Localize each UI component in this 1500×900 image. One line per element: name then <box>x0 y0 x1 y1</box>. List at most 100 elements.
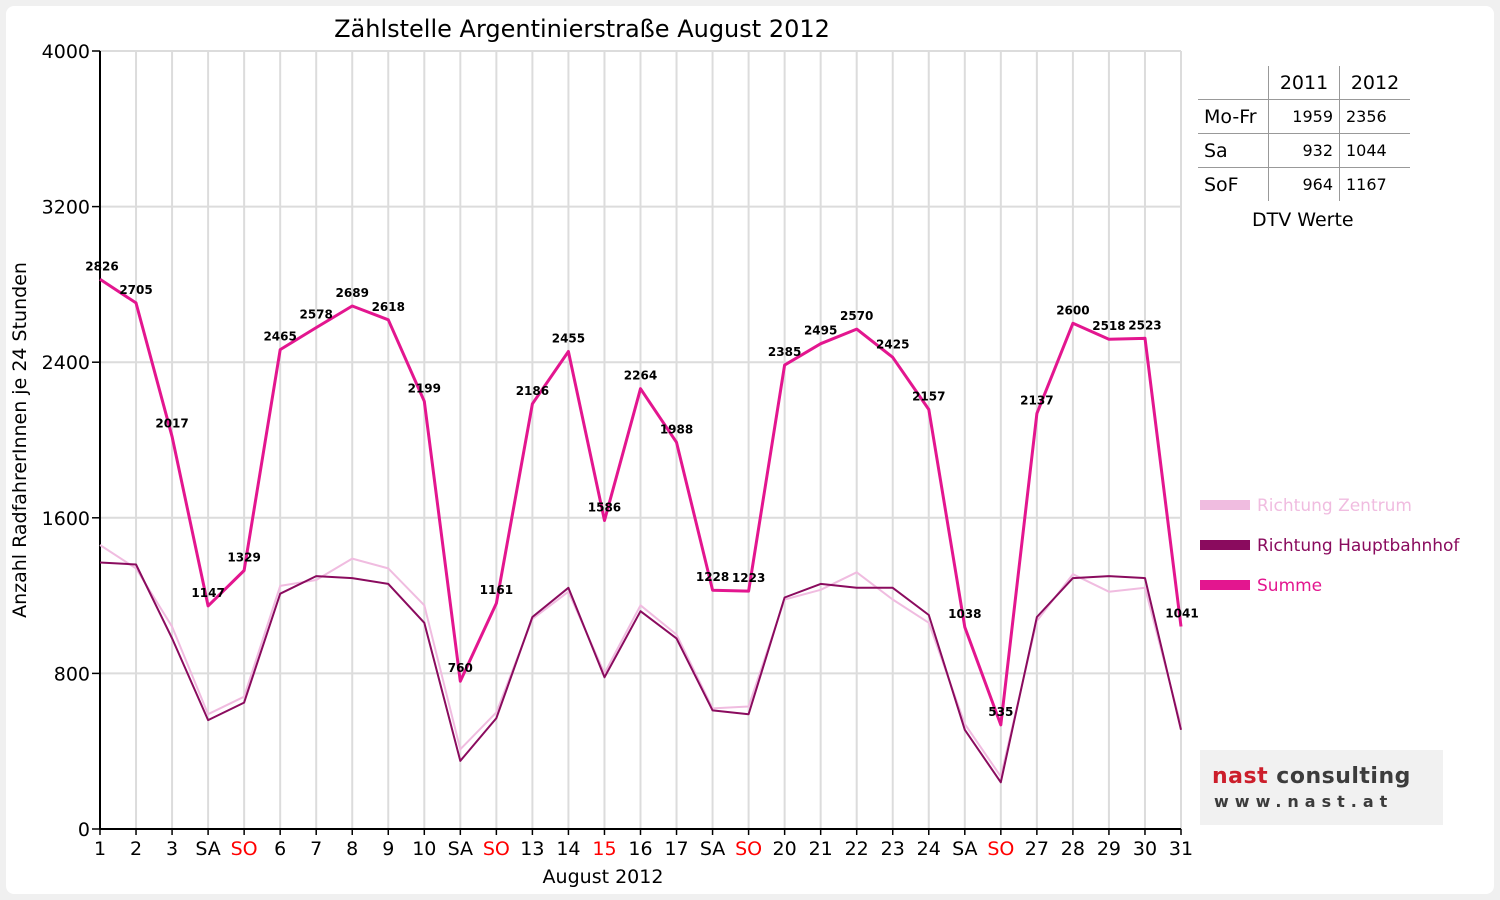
x-tick-label: 6 <box>274 838 286 860</box>
chart-title: Zählstelle Argentinierstraße August 2012 <box>334 15 830 43</box>
legend-label: Richtung Zentrum <box>1257 496 1412 516</box>
x-tick-label: 27 <box>1025 838 1049 860</box>
grid-lines <box>99 50 1182 830</box>
x-tick-label: 10 <box>412 838 436 860</box>
data-label: 2570 <box>840 309 873 323</box>
data-label: 2157 <box>912 389 945 403</box>
data-label: 2518 <box>1092 319 1125 333</box>
series-line <box>99 544 1182 778</box>
dtv-row-label: SoF <box>1198 167 1269 201</box>
data-label: 1586 <box>588 501 621 515</box>
dtv-value-2012: 1167 <box>1339 167 1410 201</box>
dtv-header-blank <box>1198 66 1269 100</box>
dtv-row-label: Mo-Fr <box>1198 99 1269 134</box>
x-tick-label: SO <box>231 838 258 860</box>
x-tick-label: 16 <box>628 838 652 860</box>
data-label: 1038 <box>948 607 981 621</box>
x-tick-label: 23 <box>881 838 905 860</box>
legend-label: Summe <box>1257 576 1322 596</box>
logo-brand-nast: nast <box>1212 764 1269 789</box>
x-tick-label: 8 <box>346 838 358 860</box>
dtv-row-label: Sa <box>1198 133 1269 168</box>
dtv-value-2012: 1044 <box>1339 133 1410 168</box>
legend: Richtung Zentrum Richtung Hauptbahnhof Sum… <box>1200 496 1460 596</box>
data-label: 2455 <box>552 332 585 346</box>
y-axis-label: Anzahl RadfahrerInnen je 24 Stunden <box>9 262 31 618</box>
logo-brand: nast consulting <box>1212 764 1411 789</box>
y-tick-label: 800 <box>54 663 90 685</box>
legend-swatch <box>1200 500 1250 510</box>
data-label: 2137 <box>1020 393 1053 407</box>
legend-swatch <box>1200 580 1250 590</box>
x-tick-label: 3 <box>166 838 178 860</box>
y-tick-label: 2400 <box>42 352 90 374</box>
data-label: 2465 <box>263 330 296 344</box>
y-tick-label: 4000 <box>42 41 90 63</box>
data-label: 2578 <box>299 308 332 322</box>
y-tick-label: 1600 <box>42 508 90 530</box>
data-label: 760 <box>448 661 473 675</box>
dtv-value-2011: 932 <box>1268 133 1340 168</box>
x-tick-label: 2 <box>130 838 142 860</box>
x-tick-label: 20 <box>773 838 797 860</box>
data-label: 2523 <box>1128 318 1161 332</box>
x-tick-label: 22 <box>845 838 869 860</box>
data-label: 2186 <box>516 384 549 398</box>
data-label: 2199 <box>408 381 441 395</box>
data-label: 535 <box>988 705 1013 719</box>
x-tick-label: 24 <box>917 838 941 860</box>
x-tick-label: 13 <box>520 838 544 860</box>
data-label: 2264 <box>624 369 657 383</box>
x-tick-label: 17 <box>664 838 688 860</box>
dtv-caption: DTV Werte <box>1252 209 1354 231</box>
dtv-header-2011: 2011 <box>1268 66 1340 100</box>
x-tick-label: SA <box>952 838 977 860</box>
y-tick-label: 0 <box>78 819 90 841</box>
x-tick-label: SO <box>735 838 762 860</box>
x-tick-label: 31 <box>1169 838 1193 860</box>
data-label: 2705 <box>119 283 152 297</box>
company-logo: nast consulting www.nast.at <box>1200 750 1443 825</box>
data-label: 1329 <box>227 551 260 565</box>
dtv-table: 2011 2012 Mo-Fr 1959 2356 Sa 932 1044 So… <box>1198 66 1410 201</box>
data-label: 1228 <box>696 570 729 584</box>
dtv-header-row: 2011 2012 <box>1198 66 1410 100</box>
x-tick-label: 1 <box>94 838 106 860</box>
data-label: 2826 <box>85 259 118 273</box>
x-tick-label: 14 <box>556 838 580 860</box>
x-tick-label: SA <box>195 838 220 860</box>
x-tick-label: SA <box>448 838 473 860</box>
data-label: 2385 <box>768 345 801 359</box>
legend-label: Richtung Hauptbahnhof <box>1257 536 1460 556</box>
data-label: 1161 <box>480 583 513 597</box>
x-tick-label: 9 <box>382 838 394 860</box>
x-tick-label: SO <box>987 838 1014 860</box>
x-tick-label: SO <box>483 838 510 860</box>
x-tick-label: SA <box>700 838 725 860</box>
dtv-value-2011: 964 <box>1268 167 1340 201</box>
dtv-row: SoF 964 1167 <box>1198 167 1410 201</box>
data-label: 2600 <box>1056 303 1089 317</box>
logo-brand-consulting: consulting <box>1268 764 1411 789</box>
series-line <box>99 561 1182 784</box>
data-label: 1041 <box>1165 607 1198 621</box>
logo-url: www.nast.at <box>1214 792 1394 811</box>
data-label: 2017 <box>155 417 188 431</box>
data-label: 2618 <box>372 300 405 314</box>
x-axis-label: August 2012 <box>543 866 664 888</box>
x-tick-label: 30 <box>1133 838 1157 860</box>
x-tick-label: 15 <box>592 838 616 860</box>
dtv-header-2012: 2012 <box>1339 66 1410 100</box>
x-tick-label: 29 <box>1097 838 1121 860</box>
y-tick-label: 3200 <box>42 197 90 219</box>
dtv-value-2012: 2356 <box>1339 99 1410 134</box>
x-tick-label: 7 <box>310 838 322 860</box>
x-tick-label: 21 <box>809 838 833 860</box>
data-label: 2495 <box>804 324 837 338</box>
dtv-row: Sa 932 1044 <box>1198 133 1410 168</box>
dtv-row: Mo-Fr 1959 2356 <box>1198 99 1410 134</box>
data-label: 1988 <box>660 422 693 436</box>
